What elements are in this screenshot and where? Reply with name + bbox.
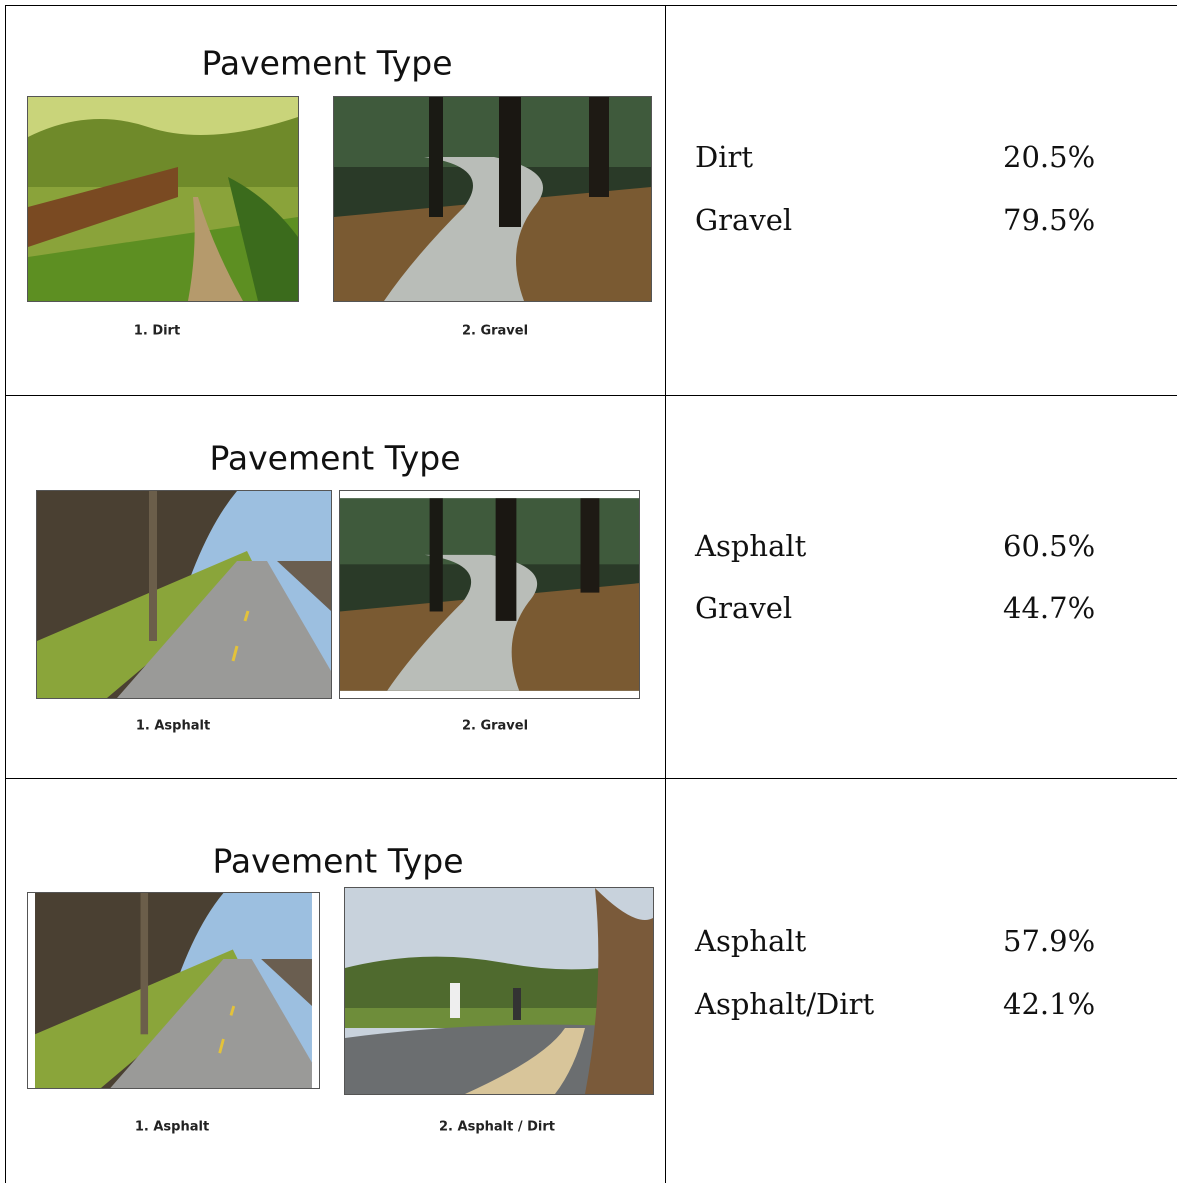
caption: 2. Gravel [461,323,529,339]
table-border [5,5,1177,6]
caption: 1. Asphalt [135,718,211,734]
table-border [5,5,6,1183]
caption: 2. Asphalt / Dirt [439,1119,555,1135]
result-percent: 79.5% [1003,203,1096,237]
caption: 2. Gravel [461,718,529,734]
result-label: Asphalt/Dirt [695,987,875,1021]
result-percent: 60.5% [1003,529,1096,563]
photo [344,887,654,1095]
result-label: Asphalt [695,924,807,958]
slide-title: Pavement Type [209,438,461,478]
row-divider [5,778,1177,779]
result-percent: 42.1% [1003,987,1096,1021]
photo [339,490,640,699]
row-divider [5,395,1177,396]
caption: 1. Dirt [133,323,181,339]
result-label: Asphalt [695,529,807,563]
result-percent: 57.9% [1003,924,1096,958]
result-label: Dirt [695,140,754,174]
slide-title: Pavement Type [212,841,464,881]
result-label: Gravel [695,591,793,625]
photo [36,490,332,699]
photo [333,96,652,302]
result-percent: 44.7% [1003,591,1096,625]
caption: 1. Asphalt [134,1119,210,1135]
photo [27,96,299,302]
result-label: Gravel [695,203,793,237]
photo [27,892,320,1089]
slide-title: Pavement Type [201,43,453,83]
column-divider [665,5,666,1183]
result-percent: 20.5% [1003,140,1096,174]
